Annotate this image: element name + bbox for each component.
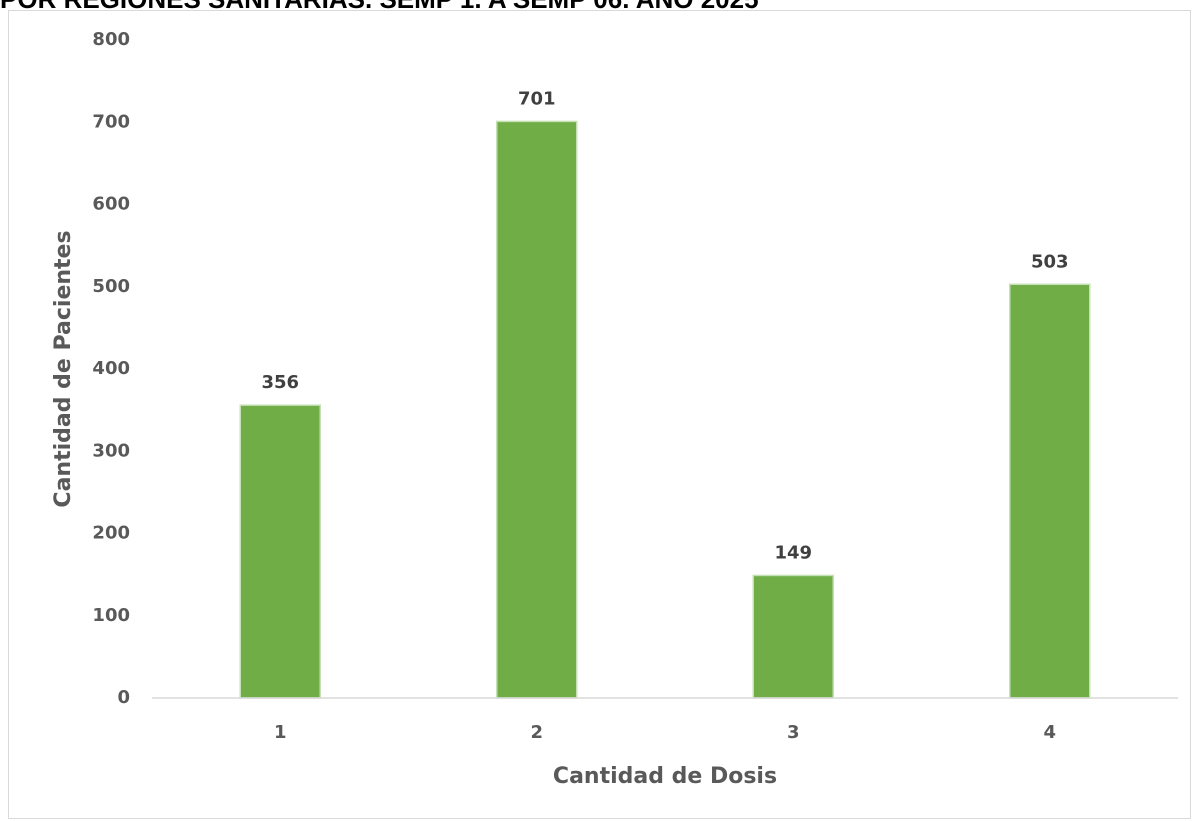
- y-tick-label: 300: [92, 440, 130, 461]
- y-tick-label: 600: [92, 194, 130, 215]
- x-axis-title: Cantidad de Dosis: [553, 764, 777, 789]
- x-tick-label: 3: [787, 722, 800, 743]
- x-tick-label: 2: [530, 722, 543, 743]
- y-tick-label: 0: [117, 687, 130, 708]
- bar-2: [496, 120, 578, 699]
- data-labels-group: 356 701 149 503: [261, 88, 1068, 563]
- y-axis-ticks: 0 100 200 300 400 500 600 700 800: [92, 29, 130, 708]
- chart-area: [8, 10, 1191, 819]
- y-tick-label: 400: [92, 358, 130, 379]
- y-tick-label: 500: [92, 276, 130, 297]
- data-label-1: 356: [261, 372, 299, 393]
- data-label-4: 503: [1031, 251, 1069, 272]
- x-axis-ticks: 1 2 3 4: [274, 722, 1056, 743]
- y-tick-label: 700: [92, 111, 130, 132]
- bars-group: [239, 120, 1091, 699]
- y-tick-label: 800: [92, 29, 130, 50]
- x-tick-label: 1: [274, 722, 287, 743]
- y-tick-label: 200: [92, 523, 130, 544]
- y-tick-label: 100: [92, 605, 130, 626]
- data-label-2: 701: [518, 88, 556, 109]
- bar-4: [1009, 283, 1091, 699]
- x-tick-label: 4: [1043, 722, 1056, 743]
- bar-1: [239, 404, 321, 699]
- bar-3: [752, 574, 834, 699]
- y-axis-title: Cantidad de Pacientes: [51, 230, 76, 507]
- data-label-3: 149: [774, 542, 812, 563]
